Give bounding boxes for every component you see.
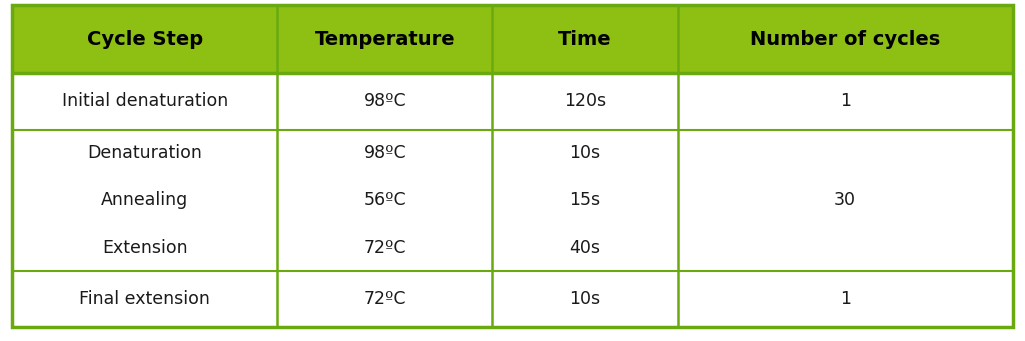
Text: 98ºC: 98ºC [364, 144, 406, 162]
Text: 72ºC: 72ºC [364, 290, 406, 308]
Text: Time: Time [559, 30, 612, 49]
Text: 30: 30 [834, 191, 856, 209]
Bar [12, 5, 1013, 73]
Text: 72ºC: 72ºC [364, 238, 406, 256]
Text: 15s: 15s [570, 191, 601, 209]
Text: Initial denaturation: Initial denaturation [62, 92, 228, 110]
Text: Extension: Extension [102, 238, 188, 256]
Text: 98ºC: 98ºC [364, 92, 406, 110]
Text: 10s: 10s [570, 290, 601, 308]
Text: Final extension: Final extension [79, 290, 210, 308]
Text: 1: 1 [839, 92, 851, 110]
Text: 10s: 10s [570, 144, 601, 162]
Text: Denaturation: Denaturation [87, 144, 202, 162]
Text: Temperature: Temperature [315, 30, 455, 49]
Text: 56ºC: 56ºC [364, 191, 406, 209]
Text: Cycle Step: Cycle Step [87, 30, 203, 49]
Text: 40s: 40s [570, 238, 601, 256]
Text: Number of cycles: Number of cycles [750, 30, 940, 49]
Text: 120s: 120s [564, 92, 606, 110]
Text: 1: 1 [839, 290, 851, 308]
Text: Annealing: Annealing [101, 191, 189, 209]
